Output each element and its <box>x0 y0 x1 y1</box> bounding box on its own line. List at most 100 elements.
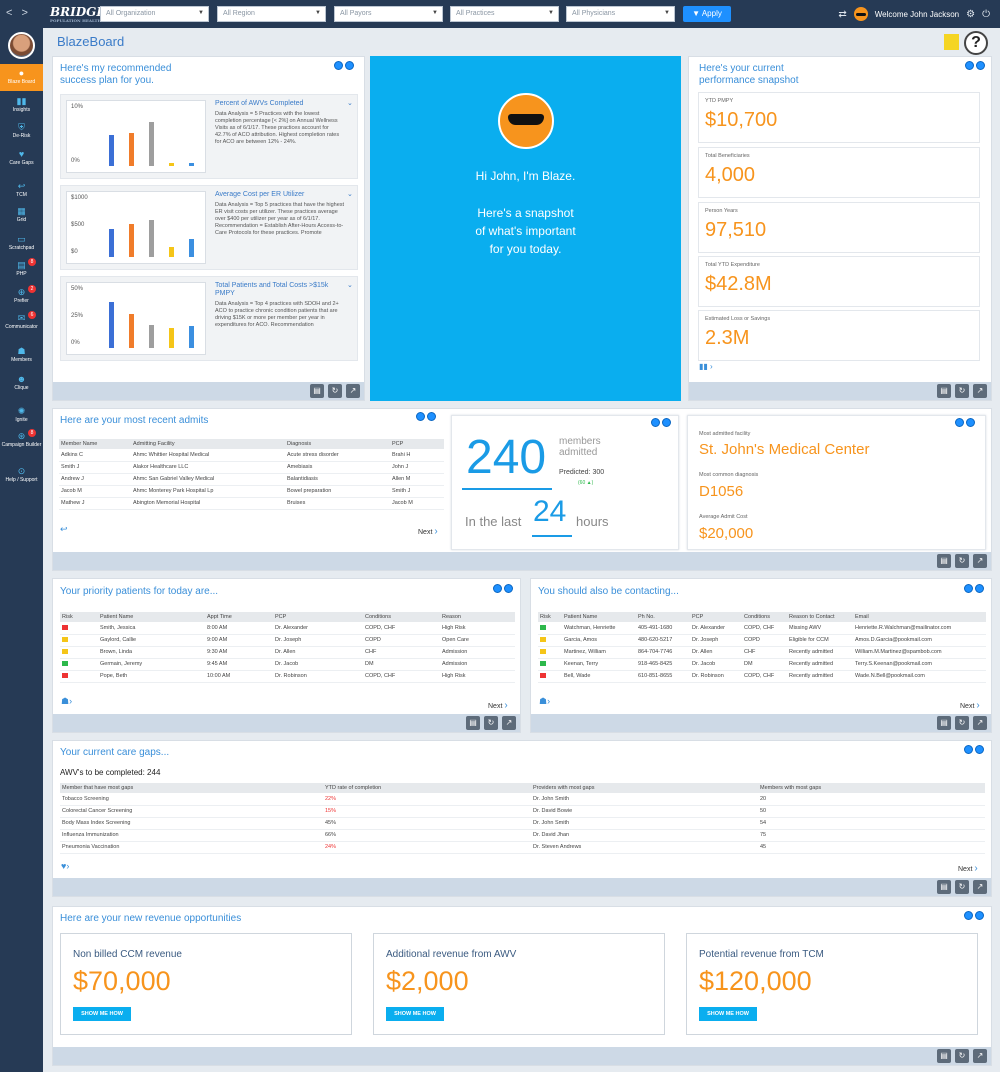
column-header[interactable]: Member that have most gaps <box>60 783 323 793</box>
refresh-icon[interactable]: ↻ <box>484 716 498 730</box>
sidebar-item-ignite[interactable]: ✺ Ignite <box>15 406 28 423</box>
column-header[interactable]: Providers with most gaps <box>531 783 758 793</box>
plan-card[interactable]: 10% 0% Percent of AWVs Completed Data Ana… <box>60 94 358 179</box>
column-header[interactable]: Email <box>853 612 986 622</box>
table-row[interactable]: Colorectal Cancer Screening 15% Dr. David … <box>60 805 985 818</box>
column-header[interactable]: Diagnosis <box>285 439 390 449</box>
column-header[interactable]: Risk <box>60 612 98 622</box>
snapshot-card[interactable]: Estimated Loss or Savings 2.3M <box>698 310 980 361</box>
table-row[interactable]: Smith, Jessica 8:00 AM Dr. Alexander COPD, … <box>60 622 515 635</box>
column-header[interactable]: PCP <box>273 612 363 622</box>
table-row[interactable]: Pope, Beth 10:00 AM Dr. Robinson COPD, CHF H… <box>60 670 515 683</box>
region-filter[interactable]: All Region ▼ <box>217 6 326 22</box>
sidebar-item-tcm[interactable]: ↩ TCM <box>16 181 27 198</box>
table-row[interactable]: Mathew J Abington Memorial Hospital Bruise… <box>59 497 444 510</box>
show-me-how-button[interactable]: SHOW ME HOW <box>386 1007 444 1021</box>
chevron-down-icon[interactable]: ⌄ <box>347 100 353 107</box>
expand-icon[interactable] <box>964 584 973 593</box>
table-row[interactable]: Martinez, William 864-704-7746 Dr. Allen CH… <box>538 646 986 659</box>
column-header[interactable]: Admitting Facility <box>131 439 285 449</box>
print-icon[interactable]: ▤ <box>937 716 951 730</box>
refresh-icon[interactable]: ↻ <box>955 716 969 730</box>
column-header[interactable]: Patient Name <box>562 612 636 622</box>
refresh-icon[interactable] <box>345 61 354 70</box>
sidebar-item-care-gaps[interactable]: ♥ Care Gaps <box>9 149 34 166</box>
plan-card[interactable]: 50% 25% 0% Total Patients and Total Cost… <box>60 276 358 361</box>
column-header[interactable]: Conditions <box>742 612 787 622</box>
expand-icon[interactable] <box>493 584 502 593</box>
print-icon[interactable]: ▤ <box>937 554 951 568</box>
nav-arrows[interactable]: < > <box>6 7 31 19</box>
print-icon[interactable]: ▤ <box>937 384 951 398</box>
table-row[interactable]: Gaylord, Callie 9:00 AM Dr. Joseph COPD Open… <box>60 634 515 647</box>
refresh-icon[interactable] <box>427 412 436 421</box>
bar-chart-icon[interactable]: ▮▮ › <box>699 362 713 371</box>
refresh-icon[interactable] <box>975 745 984 754</box>
sidebar-item-insights[interactable]: ▮▮ Insights <box>12 96 31 113</box>
next-button[interactable]: Next › <box>488 700 508 711</box>
sidebar-item-members[interactable]: ☗ Members <box>11 346 32 363</box>
column-header[interactable]: Members with most gaps <box>758 783 985 793</box>
table-row[interactable]: Tobacco Screening 22% Dr. John Smith 20 <box>60 793 985 806</box>
refresh-icon[interactable]: ↻ <box>955 880 969 894</box>
table-row[interactable]: Smith J Alakor Healthcare LLC Amebiasis Joh… <box>59 461 444 474</box>
chevron-down-icon[interactable]: ⌄ <box>347 191 353 198</box>
sidebar-item-communicator[interactable]: ✉ Communicator 6 <box>5 311 38 330</box>
back-arrow-icon[interactable]: ↩ <box>60 524 68 534</box>
members-icon[interactable]: ☗› <box>539 696 551 706</box>
heart-icon[interactable]: ♥› <box>61 861 70 871</box>
expand-icon[interactable] <box>964 745 973 754</box>
expand-icon[interactable] <box>651 418 660 427</box>
column-header[interactable]: Conditions <box>363 612 440 622</box>
show-me-how-button[interactable]: SHOW ME HOW <box>699 1007 757 1021</box>
share-icon[interactable]: ↗ <box>502 716 516 730</box>
plan-card[interactable]: $1000 $500 $0 Average Cost per ER Utiliz… <box>60 185 358 270</box>
profile-photo[interactable] <box>8 32 35 59</box>
power-icon[interactable]: ⏻ <box>982 8 990 20</box>
refresh-icon[interactable] <box>966 418 975 427</box>
table-row[interactable]: Andrew J Ahmc San Gabriel Valley Medical B… <box>59 473 444 486</box>
practices-filter[interactable]: All Practices ▼ <box>450 6 559 22</box>
sidebar-item-de-risk[interactable]: ⛨ De-Risk <box>12 122 31 139</box>
next-button[interactable]: Next › <box>418 526 438 537</box>
sidebar-item-help-support[interactable]: ⊙ Help / Support <box>5 466 38 483</box>
column-header[interactable]: Ph No. <box>636 612 690 622</box>
sidebar-item-campaign-builder[interactable]: ⊛ Campaign Builder 8 <box>1 429 42 448</box>
refresh-icon[interactable]: ↻ <box>955 384 969 398</box>
column-header[interactable]: PCP <box>690 612 742 622</box>
refresh-icon[interactable] <box>976 61 985 70</box>
snapshot-card[interactable]: Total Beneficiaries 4,000 <box>698 147 980 198</box>
expand-icon[interactable] <box>964 911 973 920</box>
table-row[interactable]: Watchman, Henriette 405-491-1680 Dr. Alexa… <box>538 622 986 635</box>
sidebar-item-clique[interactable]: ☻ Clique <box>14 374 29 391</box>
next-button[interactable]: Next › <box>958 863 978 874</box>
sidebar-item-prefier[interactable]: ⊕ Prefier 2 <box>0 285 43 305</box>
column-header[interactable]: Appt Time <box>205 612 273 622</box>
sidebar-item-grid[interactable]: ▦ Grid <box>16 206 27 223</box>
print-icon[interactable]: ▤ <box>937 880 951 894</box>
sidebar-item-scratchpad[interactable]: ▭ Scratchpad <box>8 234 35 251</box>
user-avatar[interactable] <box>853 7 868 21</box>
table-row[interactable]: Garcia, Amos 480-620-5217 Dr. Joseph COPD El… <box>538 634 986 647</box>
refresh-icon[interactable] <box>975 584 984 593</box>
refresh-icon[interactable] <box>975 911 984 920</box>
table-row[interactable]: Pneumonia Vaccination 24% Dr. Steven Andre… <box>60 841 985 854</box>
refresh-icon[interactable] <box>662 418 671 427</box>
snapshot-card[interactable]: Total YTD Expenditure $42.8M <box>698 256 980 307</box>
table-row[interactable]: Keenan, Terry 918-465-8425 Dr. Jacob DM Rece… <box>538 658 986 671</box>
switch-icon[interactable]: ⇄ <box>838 8 847 20</box>
share-icon[interactable]: ↗ <box>973 880 987 894</box>
column-header[interactable]: Patient Name <box>98 612 205 622</box>
share-icon[interactable]: ↗ <box>973 384 987 398</box>
show-me-how-button[interactable]: SHOW ME HOW <box>73 1007 131 1021</box>
organization-filter[interactable]: All Organization ▼ <box>100 6 209 22</box>
next-button[interactable]: Next › <box>960 700 980 711</box>
gear-icon[interactable]: ⚙ <box>966 8 976 20</box>
snapshot-card[interactable]: YTD PMPY $10,700 <box>698 92 980 143</box>
refresh-icon[interactable]: ↻ <box>955 554 969 568</box>
sidebar-item-php[interactable]: ▤ PHP 8 <box>0 258 43 278</box>
table-row[interactable]: Adkins C Ahmc Whittier Hospital Medical Ac… <box>59 449 444 462</box>
sticky-note-icon[interactable] <box>944 34 959 50</box>
column-header[interactable]: PCP <box>390 439 444 449</box>
apply-button[interactable]: ▼ Apply <box>683 6 731 22</box>
